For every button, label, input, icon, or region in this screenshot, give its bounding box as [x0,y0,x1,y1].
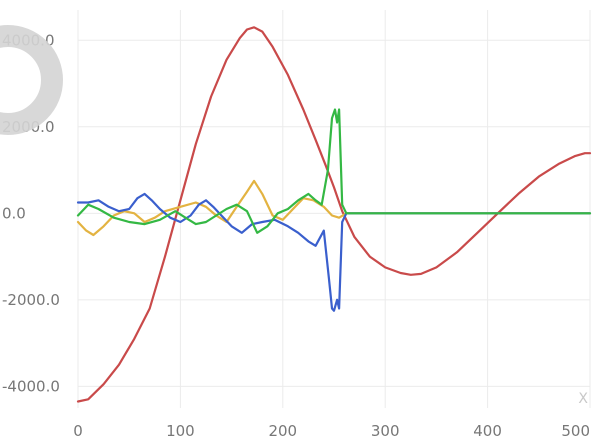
x-axis-marker: X [578,391,588,407]
x-tick-label-0: 0 [73,422,83,440]
y-tick-label-1: -2000.0 [2,291,60,309]
series-line-3 [76,108,592,234]
loading-ring-overlay [0,25,63,135]
gridlines [77,10,591,408]
x-tick-label-2: 200 [268,422,297,440]
x-tick-label-5: 500 [561,422,590,440]
y-tick-label-0: -4000.0 [2,377,60,395]
x-axis-tick-labels: 0 100 200 300 400 500 [73,422,590,440]
series-line-2 [76,192,592,312]
x-tick-label-4: 400 [473,422,502,440]
plot-area [76,10,592,408]
y-tick-label-2: 0.0 [2,204,26,222]
x-tick-label-3: 300 [371,422,400,440]
series-line-0 [76,26,592,403]
x-tick-label-1: 100 [166,422,195,440]
series-lines [76,26,592,403]
